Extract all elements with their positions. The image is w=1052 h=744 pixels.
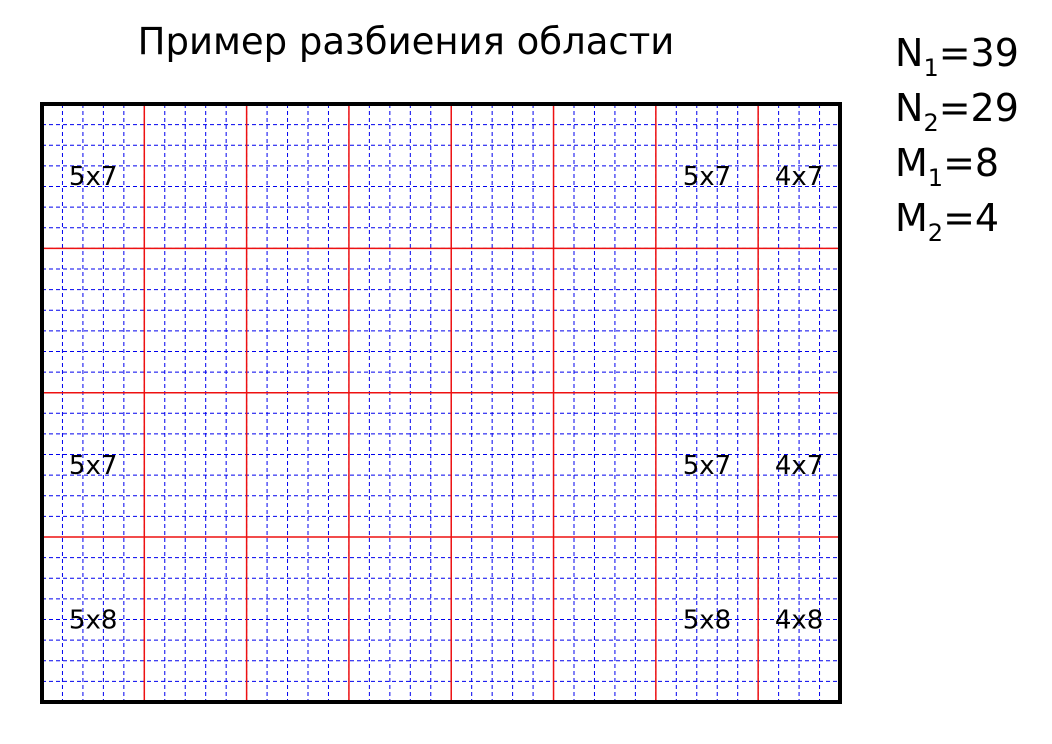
parameter-symbol: N	[895, 86, 924, 130]
block-size-label: 4x7	[775, 451, 823, 481]
parameter-index: 1	[927, 164, 944, 192]
block-size-label: 5x7	[69, 162, 117, 192]
block-size-label: 5x7	[69, 451, 117, 481]
block-size-label: 4x7	[775, 162, 823, 192]
parameter-value: =8	[943, 141, 1000, 185]
parameter-index: 1	[923, 54, 939, 82]
block-labels: 5x7 5x7 4x7 5x7 5x7 4x7 5x8 5x8 4x8	[69, 162, 823, 635]
block-boundary-lines	[42, 104, 840, 702]
parameter-value: =29	[938, 86, 1019, 130]
parameter-symbol: N	[895, 31, 924, 75]
parameter-index: 2	[927, 219, 944, 247]
block-size-label: 4x8	[775, 606, 823, 636]
parameter-n1: N1=39	[895, 28, 1019, 83]
parameter-list: N1=39 N2=29 M1=8 M2=4	[895, 28, 1019, 248]
block-size-label: 5x8	[683, 606, 731, 636]
parameter-m1: M1=8	[895, 138, 1019, 193]
block-size-label: 5x7	[683, 451, 731, 481]
block-size-label: 5x8	[69, 606, 117, 636]
parameter-index: 2	[923, 109, 939, 137]
parameter-n2: N2=29	[895, 83, 1019, 138]
block-size-label: 5x7	[683, 162, 731, 192]
parameter-symbol: M	[895, 196, 928, 240]
parameter-value: =39	[938, 31, 1019, 75]
parameter-m2: M2=4	[895, 193, 1019, 248]
diagram-title: Пример разбиения области	[137, 20, 675, 63]
parameter-symbol: M	[895, 141, 928, 185]
domain-border	[40, 102, 842, 704]
parameter-value: =4	[943, 196, 1000, 240]
